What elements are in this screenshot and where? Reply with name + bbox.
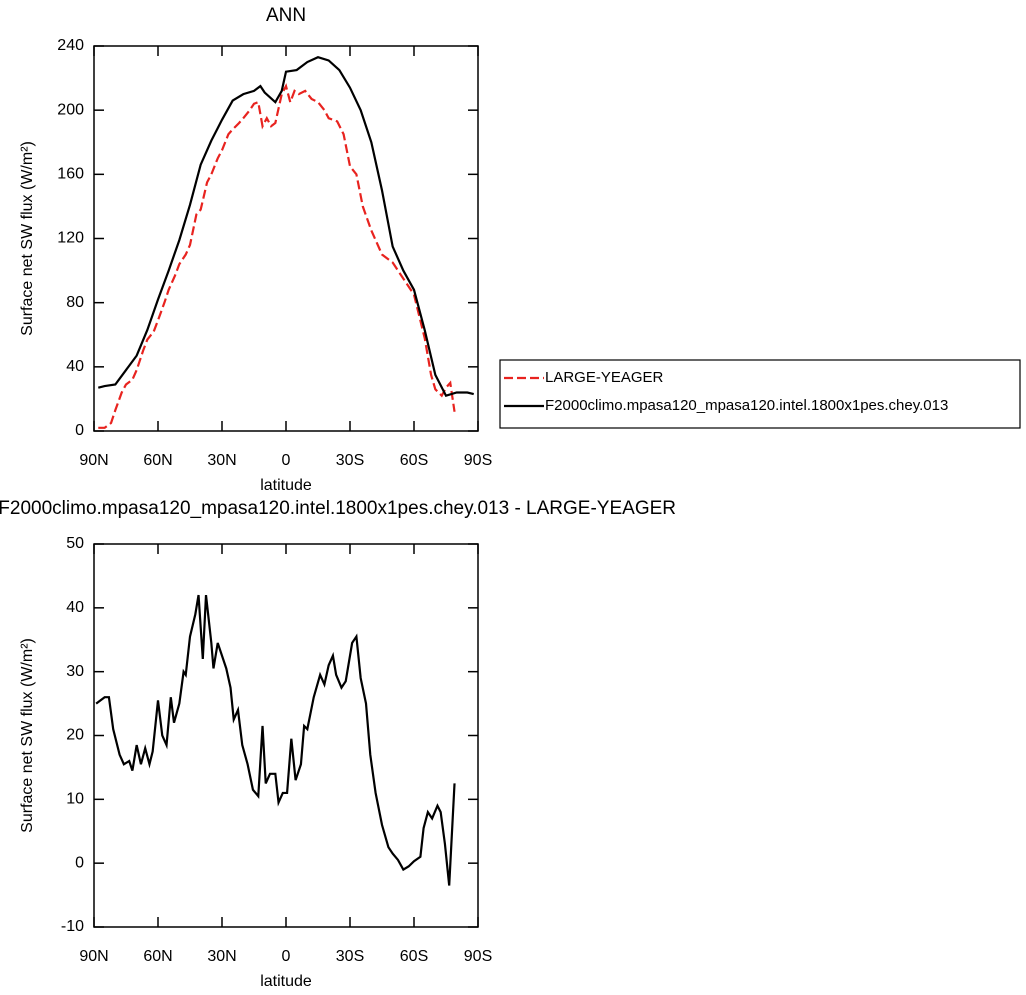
legend-box <box>499 359 1021 429</box>
y-tick-label: 50 <box>66 535 84 552</box>
y-tick-label: 40 <box>66 599 84 616</box>
x-tick-label: 0 <box>282 948 291 965</box>
y-axis-label: Surface net SW flux (W/m²) <box>19 638 36 833</box>
x-tick-label: 30S <box>336 948 364 965</box>
y-tick-label: 30 <box>66 663 84 680</box>
y-tick-label: 0 <box>75 854 84 871</box>
plot-frame <box>93 45 479 432</box>
x-tick-label: 90S <box>464 452 492 469</box>
y-tick-label: 240 <box>57 37 84 54</box>
x-tick-label: 30N <box>207 452 236 469</box>
x-tick-label: 90S <box>464 948 492 965</box>
y-tick-label: 10 <box>66 791 84 808</box>
x-axis-label: latitude <box>260 973 312 990</box>
y-tick-label: 0 <box>75 422 84 439</box>
x-tick-label: 60S <box>400 948 428 965</box>
x-tick-label: 90N <box>79 452 108 469</box>
legend-label: LARGE-YEAGER <box>545 369 664 386</box>
x-tick-label: 30S <box>336 452 364 469</box>
plot-frame <box>93 543 479 928</box>
x-tick-label: 60N <box>143 948 172 965</box>
y-tick-label: 160 <box>57 166 84 183</box>
y-tick-label: 120 <box>57 230 84 247</box>
data-line <box>98 83 456 429</box>
x-tick-label: 60S <box>400 452 428 469</box>
y-tick-label: 20 <box>66 727 84 744</box>
y-tick-label: 40 <box>66 358 84 375</box>
chart-title: ANN <box>266 5 306 26</box>
chart-title: F2000climo.mpasa120_mpasa120.intel.1800x… <box>0 498 676 519</box>
y-axis-label: Surface net SW flux (W/m²) <box>19 141 36 336</box>
x-tick-label: 60N <box>143 452 172 469</box>
x-axis-label: latitude <box>260 477 312 494</box>
data-line <box>95 594 456 886</box>
y-tick-label: -10 <box>61 918 84 935</box>
y-tick-label: 80 <box>66 294 84 311</box>
data-line <box>98 56 474 398</box>
x-tick-label: 30N <box>207 948 236 965</box>
x-tick-label: 90N <box>79 948 108 965</box>
x-tick-label: 0 <box>282 452 291 469</box>
legend-label: F2000climo.mpasa120_mpasa120.intel.1800x… <box>545 397 948 414</box>
y-tick-label: 200 <box>57 101 84 118</box>
